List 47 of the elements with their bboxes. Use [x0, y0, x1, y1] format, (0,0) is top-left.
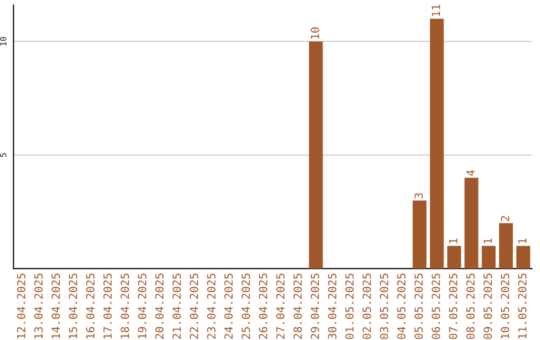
data-label: 11 — [432, 4, 440, 16]
data-label: 1 — [518, 238, 526, 244]
data-label: 3 — [414, 193, 423, 198]
bar — [499, 223, 513, 269]
x-tick-label: 11.05.2025 — [518, 274, 527, 338]
x-tick-label: 10.05.2025 — [500, 274, 510, 338]
data-label: 1 — [484, 238, 492, 244]
x-tick-label: 28.04.2025 — [293, 274, 302, 339]
x-tick-label: 16.04.2025 — [86, 274, 95, 338]
x-tick-label: 15.04.2025 — [68, 274, 78, 338]
x-tick-label: 20.04.2025 — [155, 274, 164, 339]
x-tick-label: 22.04.2025 — [190, 274, 198, 339]
data-label: 1 — [449, 238, 458, 244]
bar — [516, 246, 530, 269]
x-tick-label: 01.05.2025 — [345, 274, 354, 339]
x-tick-label: 04.05.2025 — [397, 274, 406, 339]
x-tick-label: 03.05.2025 — [380, 274, 388, 339]
x-tick-label: 17.04.2025 — [103, 274, 112, 338]
x-tick-label: 24.04.2025 — [224, 274, 233, 339]
x-tick-label: 30.04.2025 — [328, 274, 336, 339]
x-tick-label: 05.05.2025 — [414, 274, 423, 339]
x-tick-label: 27.04.2025 — [276, 274, 285, 339]
bar — [464, 178, 478, 269]
bar — [447, 246, 462, 269]
x-tick-label: 21.04.2025 — [172, 274, 181, 339]
x-tick-label: 18.04.2025 — [120, 274, 130, 338]
bar — [430, 18, 444, 269]
x-tick-label: 14.04.2025 — [52, 274, 60, 338]
data-label: 2 — [500, 216, 510, 221]
x-tick-label: 26.04.2025 — [258, 274, 268, 339]
x-tick-label: 23.04.2025 — [207, 274, 216, 339]
x-tick-label: 25.04.2025 — [242, 274, 250, 339]
x-tick-label: 08.05.2025 — [466, 274, 475, 339]
x-tick-label: 29.04.2025 — [310, 274, 320, 339]
y-tick-label: 5 — [0, 153, 6, 157]
x-tick-label: 19.04.2025 — [138, 274, 146, 338]
bar — [412, 200, 426, 269]
x-tick-label: 02.05.2025 — [362, 274, 371, 339]
x-tick-label: 13.04.2025 — [34, 274, 43, 338]
bar — [482, 246, 496, 269]
data-label: 4 — [466, 170, 475, 176]
bar — [308, 41, 323, 269]
x-tick-label: 06.05.2025 — [432, 274, 440, 339]
x-tick-label: 12.04.2025 — [16, 274, 26, 338]
data-label: 10 — [310, 27, 320, 39]
x-tick-label: 07.05.2025 — [448, 274, 458, 339]
x-tick-label: 09.05.2025 — [484, 274, 492, 339]
